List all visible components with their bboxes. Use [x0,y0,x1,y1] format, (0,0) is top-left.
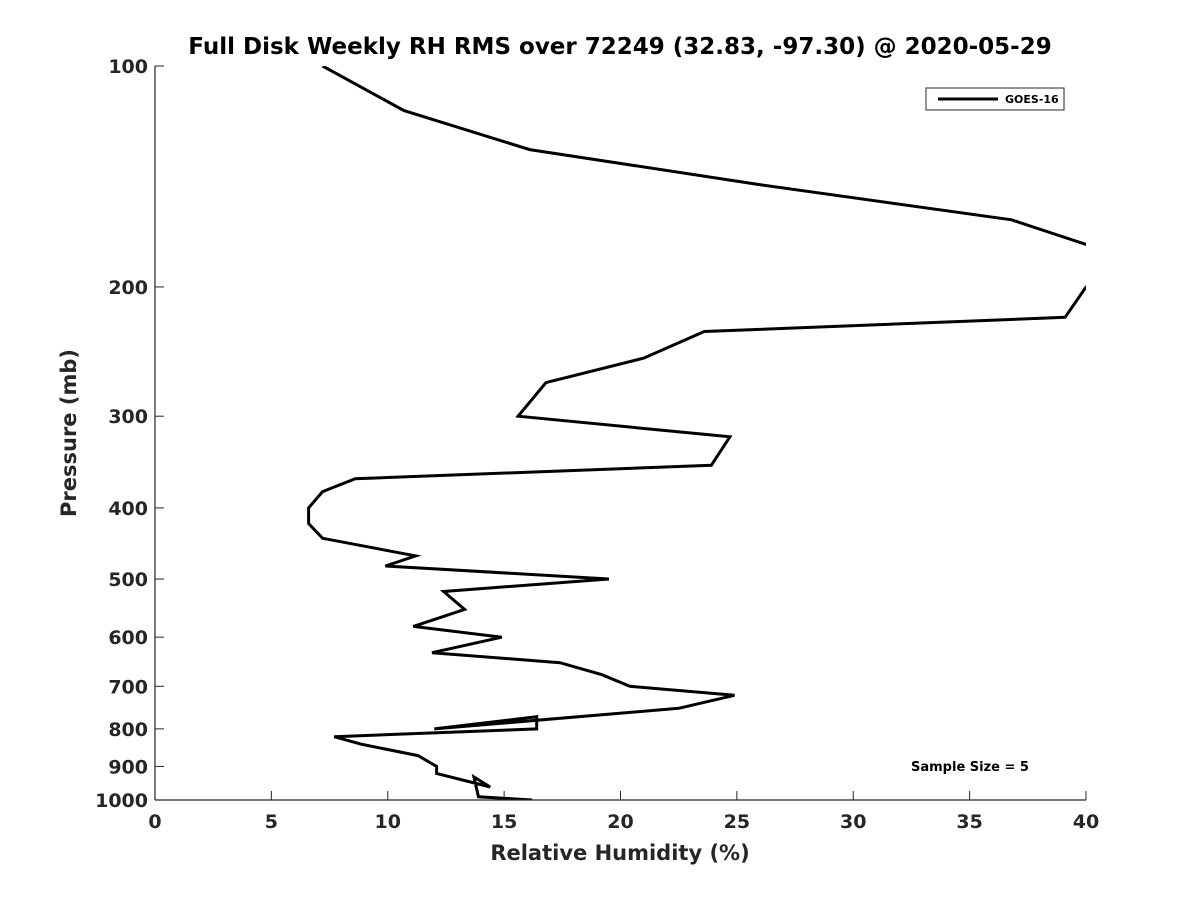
y-tick-label: 300 [108,406,148,428]
x-tick-label: 40 [1073,811,1099,833]
x-tick-label: 5 [265,811,278,833]
x-axis-ticks: 0 5 10 15 20 25 30 35 40 [148,791,1099,833]
legend: GOES-16 [925,87,1065,111]
y-tick-label: 100 [108,56,148,78]
y-tick-label: 600 [108,627,148,649]
x-tick-label: 25 [724,811,750,833]
y-tick-label: 700 [108,676,148,698]
y-axis-label: Pressure (mb) [57,349,81,517]
x-tick-label: 20 [607,811,633,833]
y-tick-label: 500 [108,569,148,591]
sample-size-note: Sample Size = 5 [911,760,1029,775]
y-tick-label: 200 [108,277,148,299]
x-tick-label: 0 [148,811,161,833]
x-tick-label: 15 [491,811,517,833]
x-axis-label: Relative Humidity (%) [490,841,749,865]
chart-title: Full Disk Weekly RH RMS over 72249 (32.8… [188,34,1051,60]
y-axis-ticks: 100 200 300 400 500 600 700 800 900 1000 [95,56,164,812]
y-tick-label: 1000 [95,790,148,812]
series-line-goes16 [307,66,1086,800]
x-tick-label: 30 [840,811,866,833]
y-tick-label: 800 [108,719,148,741]
y-tick-label: 400 [108,498,148,520]
x-tick-label: 10 [375,811,401,833]
legend-label-goes16: GOES-16 [1005,93,1059,106]
y-tick-label: 900 [108,756,148,778]
x-tick-label: 35 [956,811,982,833]
